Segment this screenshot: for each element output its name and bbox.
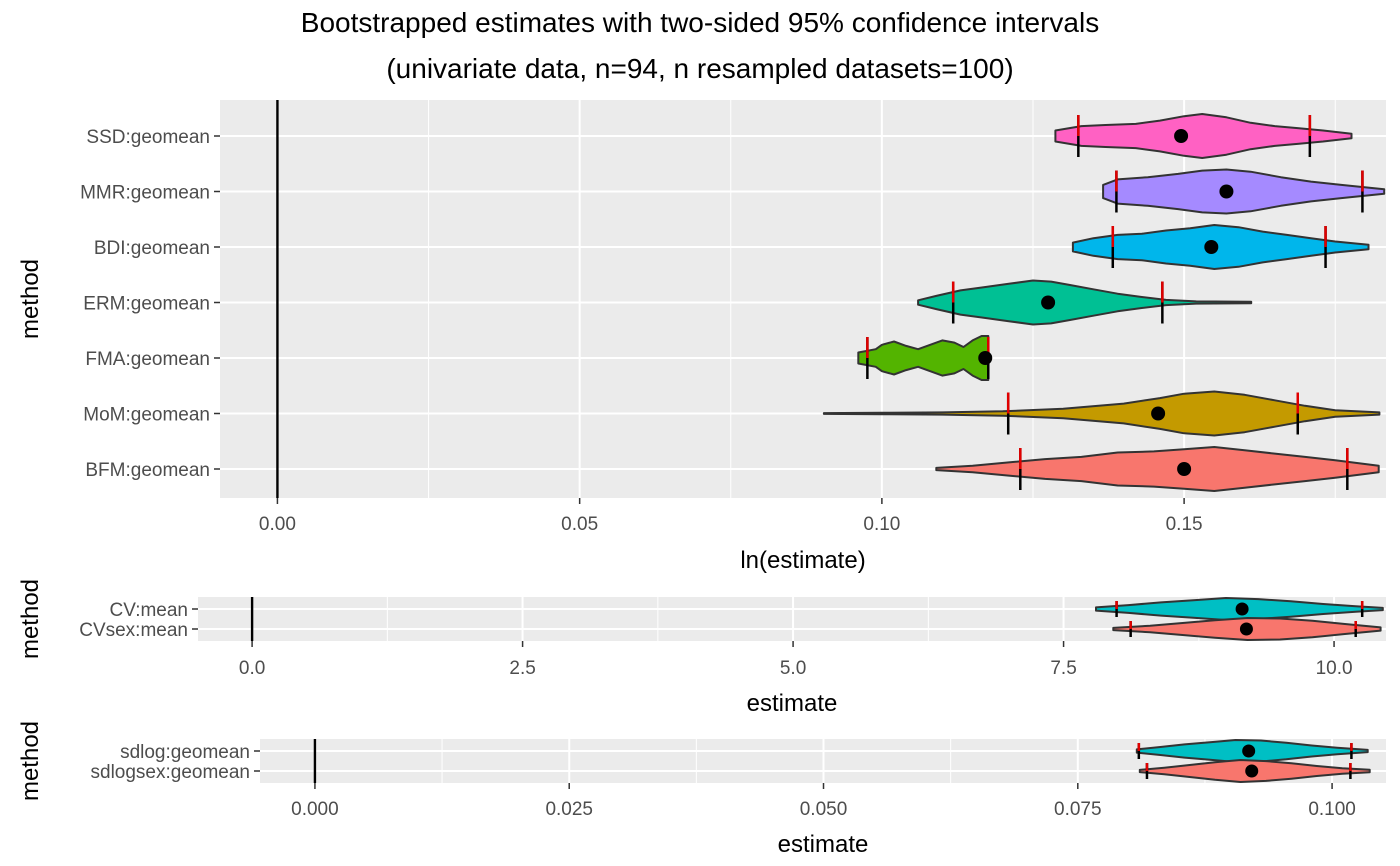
y-tick-label: BFM:geomean	[85, 460, 210, 481]
violin-mom-geomean	[822, 390, 1381, 437]
y-axis-title: method	[17, 579, 44, 659]
x-tick-label: 0.075	[1054, 799, 1102, 820]
point-estimate	[1151, 406, 1166, 421]
x-tick-label: 5.0	[780, 658, 806, 679]
y-tick-label: CV:mean	[110, 600, 189, 621]
point-estimate	[1242, 744, 1256, 758]
x-axis-title: estimate	[778, 831, 869, 858]
x-tick-label: 0.0	[239, 658, 265, 679]
point-estimate	[1041, 295, 1056, 310]
x-tick-label: 0.050	[800, 799, 848, 820]
x-tick-label: 0.05	[561, 514, 598, 535]
y-tick-label: BDI:geomean	[94, 238, 210, 259]
y-tick-label: MoM:geomean	[83, 405, 210, 426]
violin-mmr-geomean	[1102, 168, 1386, 215]
y-tick-label: MMR:geomean	[80, 183, 210, 204]
point-estimate	[1174, 129, 1189, 143]
x-tick-label: 0.000	[291, 799, 339, 820]
y-tick-label: ERM:geomean	[83, 294, 210, 315]
violin-fma-geomean	[857, 335, 990, 381]
point-estimate	[1245, 764, 1259, 778]
x-tick-label: 0.025	[545, 799, 593, 820]
panel-1: SSD:geomean MMR:geomean BDI:geomean ERM:geo…	[17, 100, 1386, 574]
x-tick-label: 0.15	[1166, 514, 1203, 535]
y-tick-label: SSD:geomean	[86, 127, 210, 148]
x-axis-title: ln(estimate)	[740, 547, 865, 574]
x-tick-label: 10.0	[1316, 658, 1353, 679]
y-tick-label: CVsex:mean	[79, 620, 188, 641]
y-tick-label: sdlogsex:geomean	[91, 762, 251, 783]
violin-ssd-geomean	[1054, 113, 1353, 159]
y-tick-label: sdlog:geomean	[120, 742, 250, 763]
point-estimate	[1219, 184, 1234, 199]
point-estimate	[1204, 240, 1219, 254]
x-tick-label: 0.100	[1308, 799, 1356, 820]
point-estimate	[978, 351, 993, 365]
y-axis-title: method	[17, 721, 44, 801]
panel-background	[220, 100, 1386, 498]
x-tick-label: 7.5	[1050, 658, 1076, 679]
point-estimate	[1239, 622, 1253, 636]
point-estimate	[1235, 602, 1249, 616]
x-axis-title: estimate	[747, 690, 838, 717]
panels: SSD:geomean MMR:geomean BDI:geomean ERM:geo…	[17, 100, 1386, 858]
chart-subtitle: (univariate data, n=94, n resampled data…	[386, 53, 1013, 84]
chart-title: Bootstrapped estimates with two-sided 95…	[301, 7, 1099, 38]
x-tick-label: 2.5	[509, 658, 535, 679]
violin-bfm-geomean	[935, 446, 1380, 492]
violin-erm-geomean	[917, 279, 1253, 326]
x-tick-label: 0.00	[259, 514, 296, 535]
y-axis-title: method	[17, 259, 44, 339]
point-estimate	[1177, 462, 1192, 476]
x-tick-label: 0.10	[863, 514, 900, 535]
violin-bdi-geomean	[1071, 224, 1370, 270]
y-tick-label: FMA:geomean	[85, 349, 210, 370]
